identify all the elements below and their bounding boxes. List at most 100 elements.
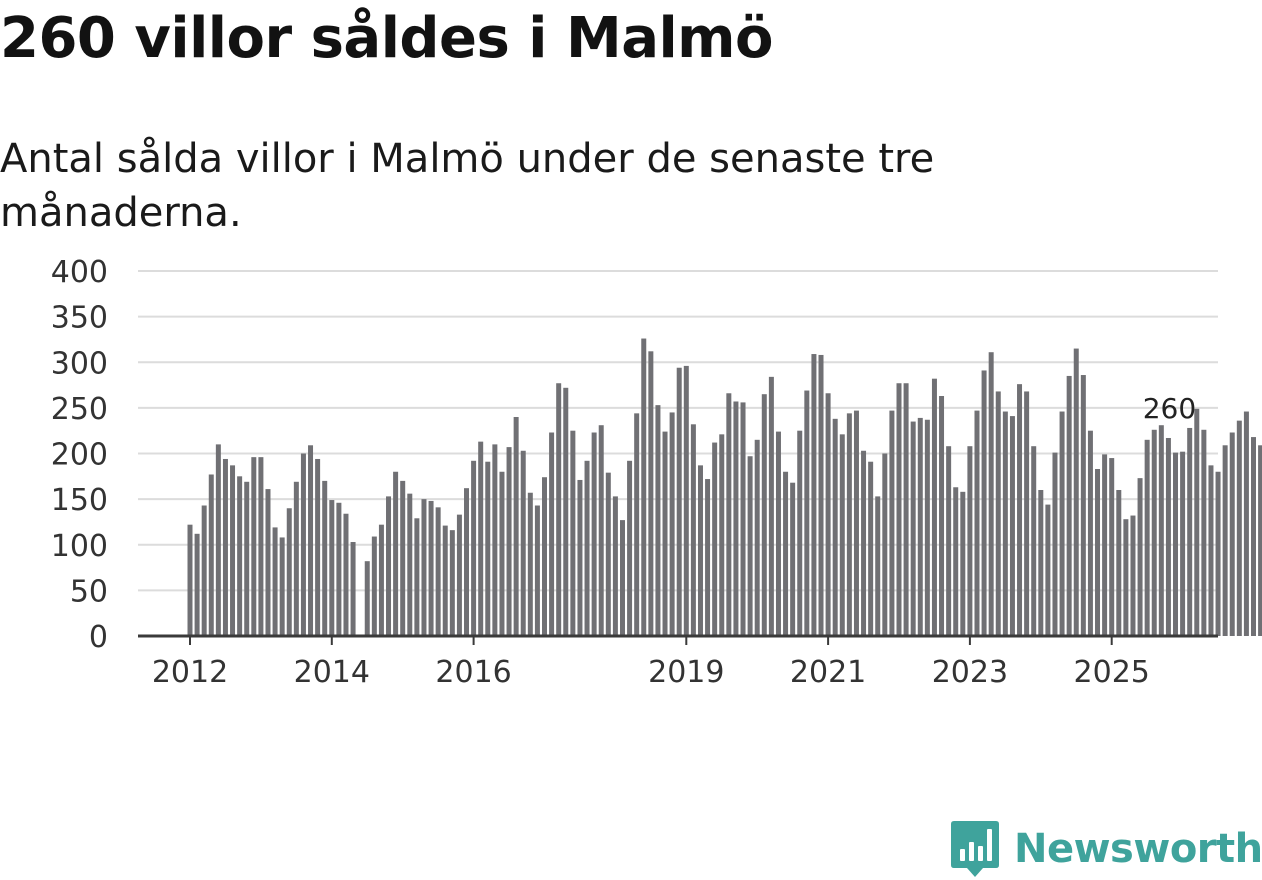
bar xyxy=(697,465,703,636)
bar xyxy=(343,513,349,636)
bar xyxy=(265,489,271,636)
bar xyxy=(570,430,576,636)
bar xyxy=(924,419,930,636)
bar xyxy=(549,432,555,636)
bar xyxy=(456,514,462,636)
bar xyxy=(612,496,618,636)
bar xyxy=(988,352,994,636)
bar xyxy=(329,500,335,636)
bar xyxy=(1208,465,1214,636)
bar xyxy=(775,431,781,636)
bar xyxy=(1002,411,1008,636)
bar xyxy=(1187,427,1193,636)
bar-chart: 0 50 100 150 200 250 300 350 400 2012 2014 2016 2019… xyxy=(51,255,1262,690)
bar xyxy=(1130,515,1136,636)
bar xyxy=(634,413,640,636)
bar xyxy=(414,518,420,636)
bar xyxy=(946,446,952,636)
bar xyxy=(931,378,937,636)
bar xyxy=(478,441,484,636)
bar xyxy=(1123,519,1129,636)
bar xyxy=(386,496,392,636)
bar xyxy=(783,471,789,636)
bar xyxy=(201,505,207,636)
bar xyxy=(1095,469,1101,636)
bar xyxy=(1116,490,1122,636)
bar xyxy=(534,505,540,636)
bar xyxy=(1059,411,1065,636)
bar xyxy=(421,499,427,637)
bar xyxy=(662,431,668,636)
bar xyxy=(875,496,881,636)
bar xyxy=(669,412,675,636)
bar xyxy=(726,393,732,636)
x-tick-label: 2023 xyxy=(932,655,1008,690)
bar xyxy=(627,460,633,636)
bar xyxy=(896,383,902,636)
bar xyxy=(903,383,909,636)
bar xyxy=(960,491,966,636)
bar xyxy=(1087,430,1093,636)
bar xyxy=(449,530,455,636)
bar xyxy=(655,405,661,636)
bar xyxy=(1173,452,1179,636)
bar xyxy=(1031,446,1037,636)
bar xyxy=(527,492,533,636)
bar xyxy=(690,424,696,636)
bar xyxy=(371,536,377,636)
bar xyxy=(251,457,257,636)
y-tick-label: 350 xyxy=(51,301,108,336)
bar xyxy=(563,387,569,636)
bar xyxy=(868,461,874,636)
bar xyxy=(1251,437,1256,636)
y-tick-label: 300 xyxy=(51,346,108,381)
bar xyxy=(804,390,810,636)
bar xyxy=(790,482,796,636)
bar xyxy=(435,507,441,636)
bar xyxy=(995,391,1001,636)
bar xyxy=(953,487,959,636)
bar xyxy=(322,480,328,637)
bar xyxy=(208,474,214,636)
bar xyxy=(315,458,321,636)
bar xyxy=(1045,504,1051,636)
bar xyxy=(1137,478,1143,636)
bar xyxy=(1066,375,1072,636)
bar xyxy=(1151,429,1157,636)
x-tick-label: 2014 xyxy=(294,655,370,690)
bar xyxy=(1236,420,1242,636)
bar xyxy=(258,457,264,636)
chart-title: 260 villor såldes i Malmö xyxy=(0,6,774,71)
bar xyxy=(1073,348,1079,636)
bar xyxy=(222,458,228,636)
data-label-latest: 260 xyxy=(1143,392,1196,425)
bar xyxy=(442,525,448,636)
bar xyxy=(393,471,399,636)
bar xyxy=(861,450,867,636)
bar xyxy=(407,493,413,636)
bar xyxy=(577,479,583,636)
bar xyxy=(917,417,923,636)
brand-footer[interactable]: Newsworthy xyxy=(950,818,1262,880)
bar xyxy=(336,502,342,636)
bar xyxy=(676,367,682,636)
bar xyxy=(683,365,689,636)
bar xyxy=(428,500,434,636)
bar xyxy=(832,418,838,636)
bar xyxy=(839,434,845,636)
bar xyxy=(215,444,221,637)
bar xyxy=(1180,451,1186,636)
bar xyxy=(910,421,916,636)
y-tick-label: 200 xyxy=(51,438,108,473)
bar xyxy=(542,477,547,636)
y-tick-label: 150 xyxy=(51,483,108,518)
bar xyxy=(740,402,746,636)
bar xyxy=(889,410,895,636)
bar xyxy=(556,383,562,636)
bar xyxy=(846,413,852,636)
bar xyxy=(1102,454,1108,636)
y-tick-label: 400 xyxy=(51,255,108,290)
bar xyxy=(584,460,590,636)
bar xyxy=(1201,429,1207,636)
bar xyxy=(471,460,477,636)
